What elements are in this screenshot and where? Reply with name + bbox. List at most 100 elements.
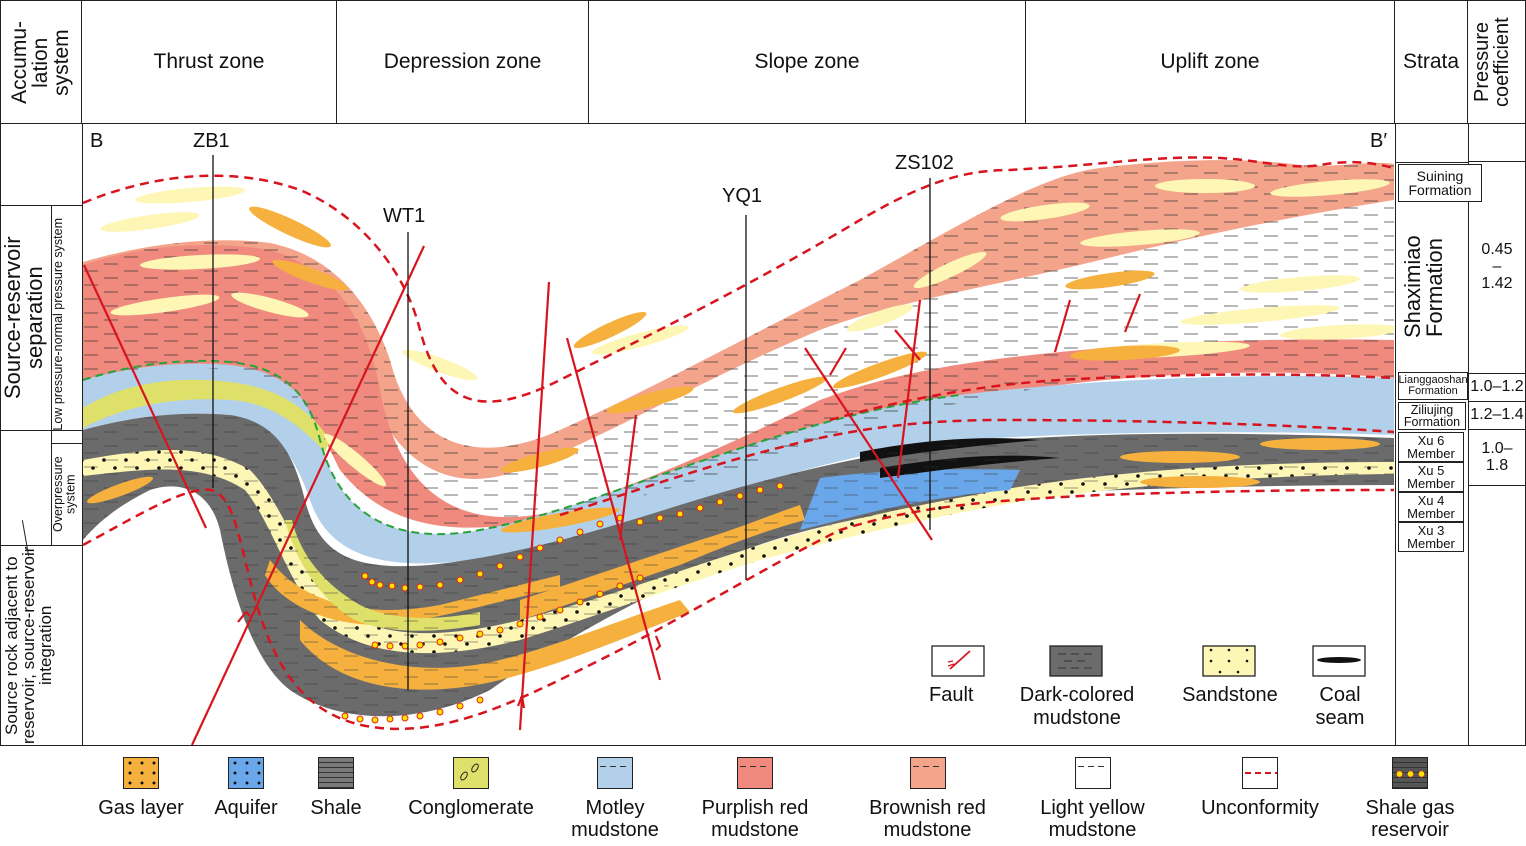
legend-shale: Shale	[296, 757, 376, 819]
pressure-value: 0.45 – 1.42	[1481, 241, 1513, 292]
legend-label: Purplish red mudstone	[701, 797, 809, 841]
legend-label: Brownish red mudstone	[869, 797, 986, 841]
strata-suining: Suining Formation	[1398, 164, 1482, 202]
left-col-divider-0	[0, 205, 82, 206]
header-divider	[0, 123, 1526, 124]
fault-icon-arrow	[947, 660, 955, 667]
unconformity-top	[83, 156, 1394, 403]
pressure-value: 1.0– 1.8	[1481, 439, 1513, 474]
shale-texture	[83, 413, 1394, 717]
inset-legend-dark-mudstone-label: Dark-colored mudstone	[1019, 684, 1135, 729]
conglomerate-swatch	[453, 757, 489, 789]
gas-lenses	[87, 206, 1380, 533]
zone-slope: Slope zone	[589, 0, 1026, 124]
legend-label: Unconformity	[1201, 797, 1319, 819]
zone-label: Thrust zone	[153, 50, 265, 73]
faults	[83, 245, 1142, 745]
zone-uplift: Uplift zone	[1026, 0, 1395, 124]
zone-depression: Depression zone	[337, 0, 589, 124]
inset-legend-sandstone-label: Sandstone	[1182, 684, 1278, 706]
gas-layer-swatch	[123, 757, 159, 789]
pressure-xu: 1.0– 1.8	[1468, 430, 1526, 486]
legend-motley-mudstone: Motley mudstone	[560, 757, 670, 841]
sandstone-swatch-dots	[1209, 648, 1249, 674]
well-label-wt1: WT1	[383, 205, 426, 227]
legend-label: Motley mudstone	[571, 797, 659, 841]
mudstone-texture	[83, 160, 1394, 528]
section-end-label: B′	[1370, 130, 1388, 152]
strata-col-border	[1395, 123, 1396, 746]
source-reservoir-separation-label: Source-reservoir separation	[0, 236, 47, 399]
legend-light-yellow-mudstone: Light yellow mudstone	[1015, 757, 1170, 841]
pressure-ziliujing: 1.2–1.4	[1468, 402, 1526, 430]
source-rock-adjacent: Source rock adjacent to reservoir, sourc…	[0, 545, 82, 746]
left-col-border	[82, 123, 83, 746]
light-yellow-mudstone-layer	[83, 165, 1080, 444]
strata-lianggaoshan: Lianggaoshan Formation	[1398, 372, 1468, 400]
strata-name: Ziliujing Formation	[1403, 402, 1461, 429]
unconformity-swatch	[1242, 757, 1278, 789]
inset-legend-fault-label: Fault	[929, 684, 974, 706]
shale-gas-reservoir-swatch	[1392, 757, 1428, 789]
dark-mudstone-swatch	[1049, 645, 1103, 677]
strata-name: Suining Formation	[1408, 168, 1472, 198]
pressure-value: 1.0–1.2	[1470, 378, 1524, 396]
legend-conglomerate: Conglomerate	[384, 757, 558, 819]
cross-section	[83, 155, 1394, 745]
pressure-lianggaoshan: 1.0–1.2	[1468, 374, 1526, 402]
legend-label: Aquifer	[214, 797, 278, 819]
legend-unconformity: Unconformity	[1180, 757, 1340, 819]
low-pressure-system: Low pressure-normal pressure system	[51, 205, 82, 443]
strata-name: Xu 6 Member	[1407, 433, 1455, 461]
unconformity-lower	[829, 373, 1394, 422]
legend-gas-layer: Gas layer	[66, 757, 216, 819]
shale-gas-reservoir-dots	[341, 482, 784, 724]
motley-mudstone-swatch	[597, 757, 633, 789]
coal-seam-icon	[1317, 657, 1361, 663]
strata-name: Xu 3 Member	[1407, 523, 1455, 551]
zone-label: Depression zone	[383, 50, 542, 73]
well-label-yq1: YQ1	[722, 185, 763, 207]
dark-mudstone-swatch-texture	[1058, 653, 1092, 669]
overpressure-system-label: Overpressure system	[50, 456, 78, 532]
light-yellow-mudstone-swatch	[1074, 757, 1111, 789]
left-col-divider-1	[0, 430, 82, 431]
strata-name: Xu 5 Member	[1407, 463, 1455, 491]
source-reservoir-separation: Source-reservoir separation	[0, 205, 51, 430]
left-subcol-divider	[51, 443, 82, 444]
legend-label: Shale gas reservoir	[1365, 797, 1455, 841]
legend-shale-gas-reservoir: Shale gas reservoir	[1350, 757, 1470, 841]
strata-name: Xu 4 Member	[1407, 493, 1455, 521]
pressure-shaximiao: 0.45 – 1.42	[1468, 162, 1526, 374]
left-subcol-border	[51, 205, 52, 545]
sandstone-lenses	[100, 179, 1394, 487]
pressure-value: 1.2–1.4	[1470, 406, 1524, 424]
legend-brownish-red-mudstone: Brownish red mudstone	[845, 757, 1010, 841]
strata-xu4: Xu 4 Member	[1398, 492, 1464, 522]
brownish-red-mudstone-swatch	[909, 757, 946, 789]
strata-xu5: Xu 5 Member	[1398, 462, 1464, 492]
strata-shaximiao: Shaximiao Formation	[1395, 202, 1468, 372]
strata-name: Lianggaoshan Formation	[1398, 374, 1468, 397]
legend-purplish-red-mudstone: Purplish red mudstone	[680, 757, 830, 841]
header-accumulation-system: Accumu- lation system	[0, 0, 82, 124]
legend-aquifer: Aquifer	[196, 757, 296, 819]
left-col-divider-2	[0, 545, 82, 546]
legend-label: Light yellow mudstone	[1040, 797, 1145, 841]
shale-swatch	[318, 757, 354, 789]
zone-label: Slope zone	[754, 50, 860, 73]
zone-label: Uplift zone	[1160, 50, 1260, 73]
unconformity-mid	[83, 359, 961, 536]
source-rock-adjacent-label: Source rock adjacent to reservoir, sourc…	[2, 546, 55, 745]
header-pressure-coefficient: Pressure coefficient	[1468, 0, 1526, 124]
legend-label: Gas layer	[98, 797, 184, 819]
section-start-label: B	[90, 130, 104, 152]
strata-header-label: Strata	[1402, 50, 1460, 73]
low-pressure-system-label: Low pressure-normal pressure system	[50, 217, 65, 431]
inset-legend-coal-seam-label: Coal seam	[1315, 684, 1365, 729]
pressure-empty-top	[1468, 124, 1526, 162]
legend-label: Conglomerate	[408, 797, 534, 819]
strata-xu3: Xu 3 Member	[1398, 522, 1464, 552]
strata-name: Shaximiao Formation	[1399, 235, 1447, 339]
strata-ziliujing: Ziliujing Formation	[1398, 402, 1466, 430]
